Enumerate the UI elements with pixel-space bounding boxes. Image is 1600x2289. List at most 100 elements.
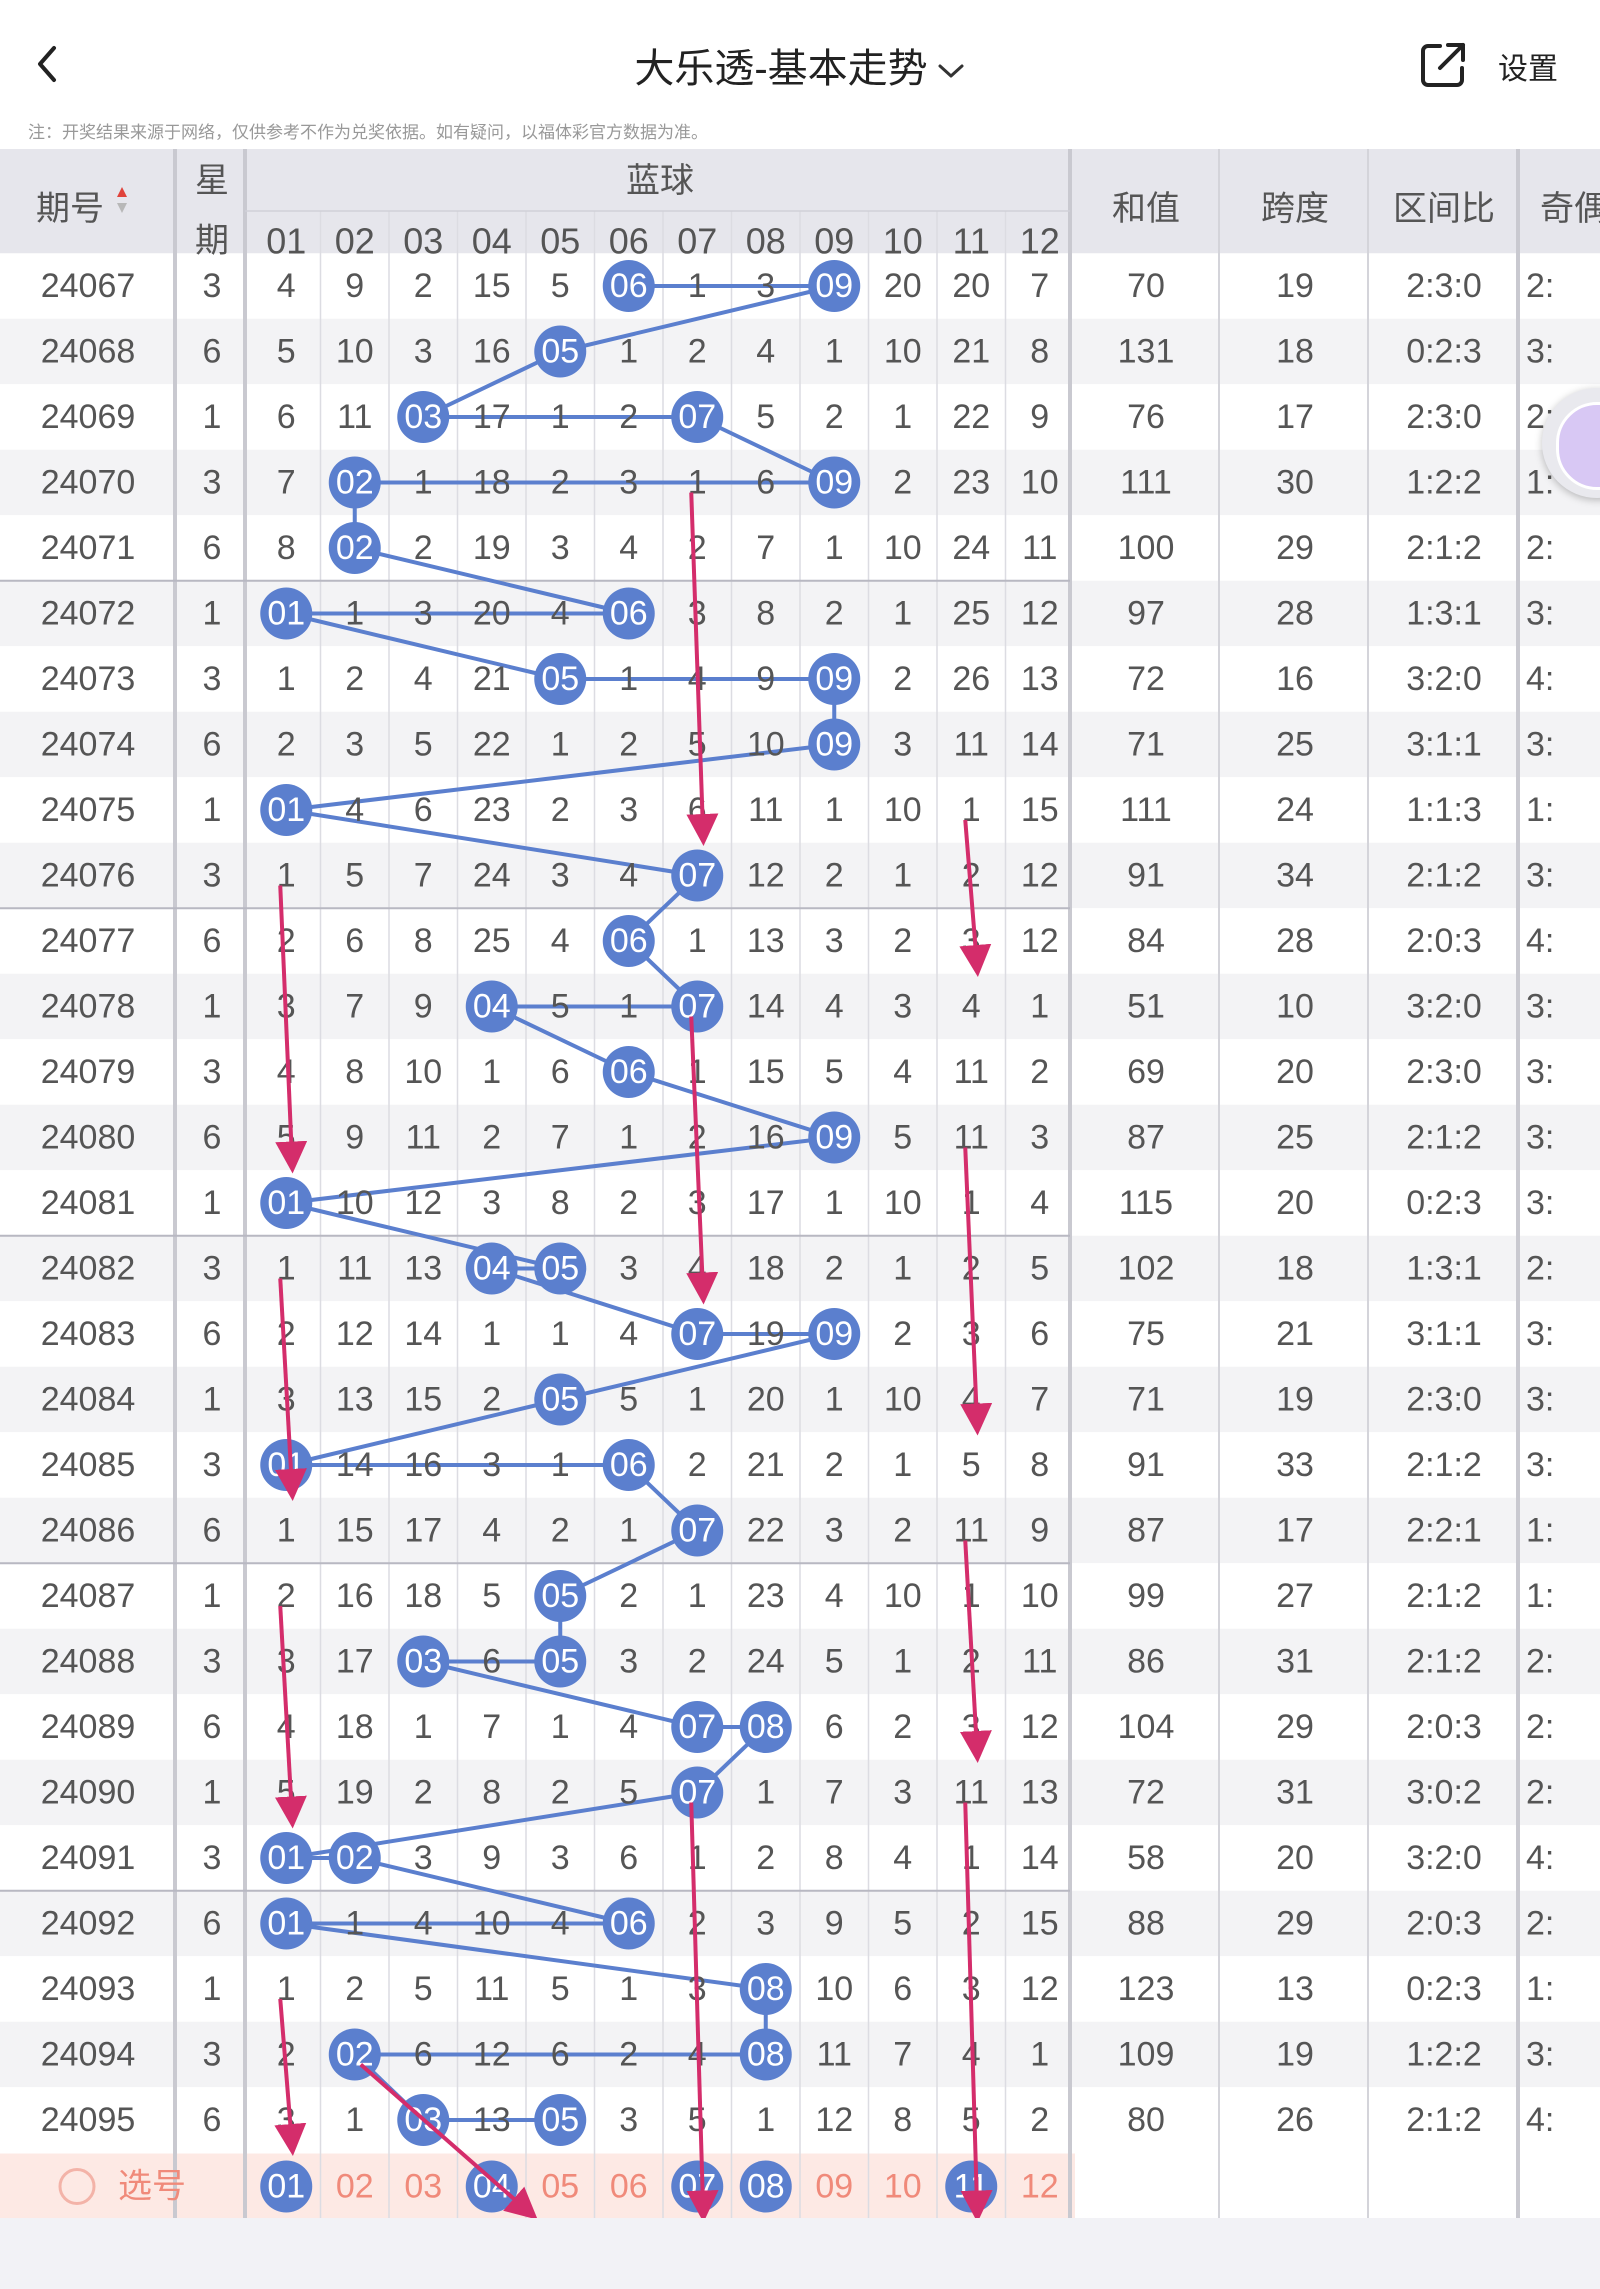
zone-ratio: 2:1:2 [1406,1119,1482,1157]
miss-count: 3 [414,1839,433,1877]
miss-count: 1 [893,1446,912,1484]
miss-count: 2 [277,1577,296,1615]
blue-ball-number: 05 [541,660,579,698]
trend-table[interactable]: 期号星期蓝球 01 02 03 04 05 06 07 08 09 10 11 12 和值 跨度 区间比 奇偶 2… [0,149,1600,2218]
miss-count: 1 [345,595,364,633]
blue-ball [808,260,861,312]
blue-ball-number: 03 [404,2101,442,2139]
miss-count: 3 [825,922,844,960]
miss-count: 3 [414,595,433,633]
miss-count: 3 [756,267,775,305]
miss-count: 2 [825,595,844,633]
col-header-blue-number: 02 [335,221,375,262]
miss-count: 8 [893,2101,912,2139]
miss-count: 5 [688,726,707,764]
miss-count: 1 [551,726,570,764]
miss-count: 2 [619,1577,638,1615]
miss-count: 3 [893,726,912,764]
miss-count: 4 [414,1905,433,1943]
miss-count: 9 [825,1905,844,1943]
page-title-dropdown[interactable]: 大乐透-基本走势 [0,36,1600,94]
miss-count: 8 [551,1184,570,1222]
sum-value: 115 [1119,1184,1173,1222]
settings-button[interactable]: 设置 [1498,53,1558,86]
miss-count: 3 [962,1315,981,1353]
blue-ball-number: 01 [267,1905,305,1943]
miss-count: 9 [1030,398,1049,436]
blue-ball-number: 04 [473,988,511,1026]
miss-count: 11 [954,1774,989,1812]
miss-count: 10 [1021,464,1059,502]
odd-even-ratio: 2: [1526,529,1554,567]
miss-count: 10 [884,1381,922,1419]
zone-ratio: 2:1:2 [1406,2101,1482,2139]
blue-ball-number: 07 [678,398,716,436]
miss-count: 1 [756,1774,775,1812]
blue-ball-number: 05 [541,333,579,371]
sum-value: 51 [1127,988,1165,1026]
col-header-week: 期 [195,222,229,260]
odd-even-ratio: 3: [1526,2036,1554,2074]
span-value: 18 [1276,333,1314,371]
blue-ball [534,1570,587,1622]
miss-count: 2 [962,1250,981,1288]
miss-count: 10 [884,333,922,371]
zone-ratio: 2:2:1 [1406,1512,1482,1550]
col-header-blue-number: 09 [814,221,854,262]
miss-count: 6 [482,1643,501,1681]
miss-count: 5 [551,988,570,1026]
span-value: 20 [1276,1184,1314,1222]
blue-ball [808,718,861,771]
blue-ball-number: 02 [336,464,374,502]
sum-value: 111 [1120,464,1172,502]
miss-count: 22 [473,726,511,764]
blue-ball-number: 09 [815,726,853,764]
miss-count: 11 [817,2036,852,2074]
miss-count: 10 [884,1184,922,1222]
miss-count: 4 [962,988,981,1026]
sum-value: 100 [1118,529,1175,567]
back-arrow-icon[interactable] [28,44,68,84]
blue-ball [671,980,724,1033]
weekday: 3 [203,267,222,305]
miss-count: 1 [482,1053,501,1091]
blue-ball-number: 05 [541,1381,579,1419]
miss-count: 6 [893,1970,912,2008]
miss-count: 4 [619,1315,638,1353]
issue-number: 24088 [41,1643,136,1681]
issue-number: 24095 [41,2101,136,2139]
miss-count: 6 [1030,1315,1049,1353]
span-value: 17 [1276,398,1314,436]
miss-count: 14 [336,1446,374,1484]
miss-count: 10 [815,1970,853,2008]
miss-count: 4 [893,1839,912,1877]
zone-ratio: 2:1:2 [1406,1577,1482,1615]
sum-value: 72 [1127,1774,1165,1812]
blue-ball [534,653,587,705]
miss-count: 1 [962,791,981,829]
blue-ball-number: 07 [678,1315,716,1353]
miss-count: 1 [619,333,638,371]
miss-count: 2 [893,464,912,502]
share-icon[interactable] [1418,40,1468,90]
blue-ball [328,1832,381,1884]
miss-count: 3 [551,529,570,567]
miss-count: 7 [414,857,433,895]
miss-count: 3 [688,595,707,633]
select-ball-number: 06 [610,2168,648,2206]
miss-count: 2 [756,1839,775,1877]
sum-value: 88 [1127,1905,1165,1943]
odd-even-ratio: 3: [1526,1119,1554,1157]
zone-ratio: 2:3:0 [1406,267,1482,305]
blue-ball [602,1439,655,1491]
miss-count: 3 [345,726,364,764]
select-ball-number: 09 [815,2168,853,2206]
miss-count: 15 [1021,1905,1059,1943]
blue-ball-number: 07 [678,1708,716,1746]
blue-ball [671,1308,724,1360]
miss-count: 11 [337,398,372,436]
weekday: 6 [203,1708,222,1746]
blue-ball-number: 06 [610,1053,648,1091]
miss-count: 3 [893,988,912,1026]
blue-ball [465,980,518,1033]
